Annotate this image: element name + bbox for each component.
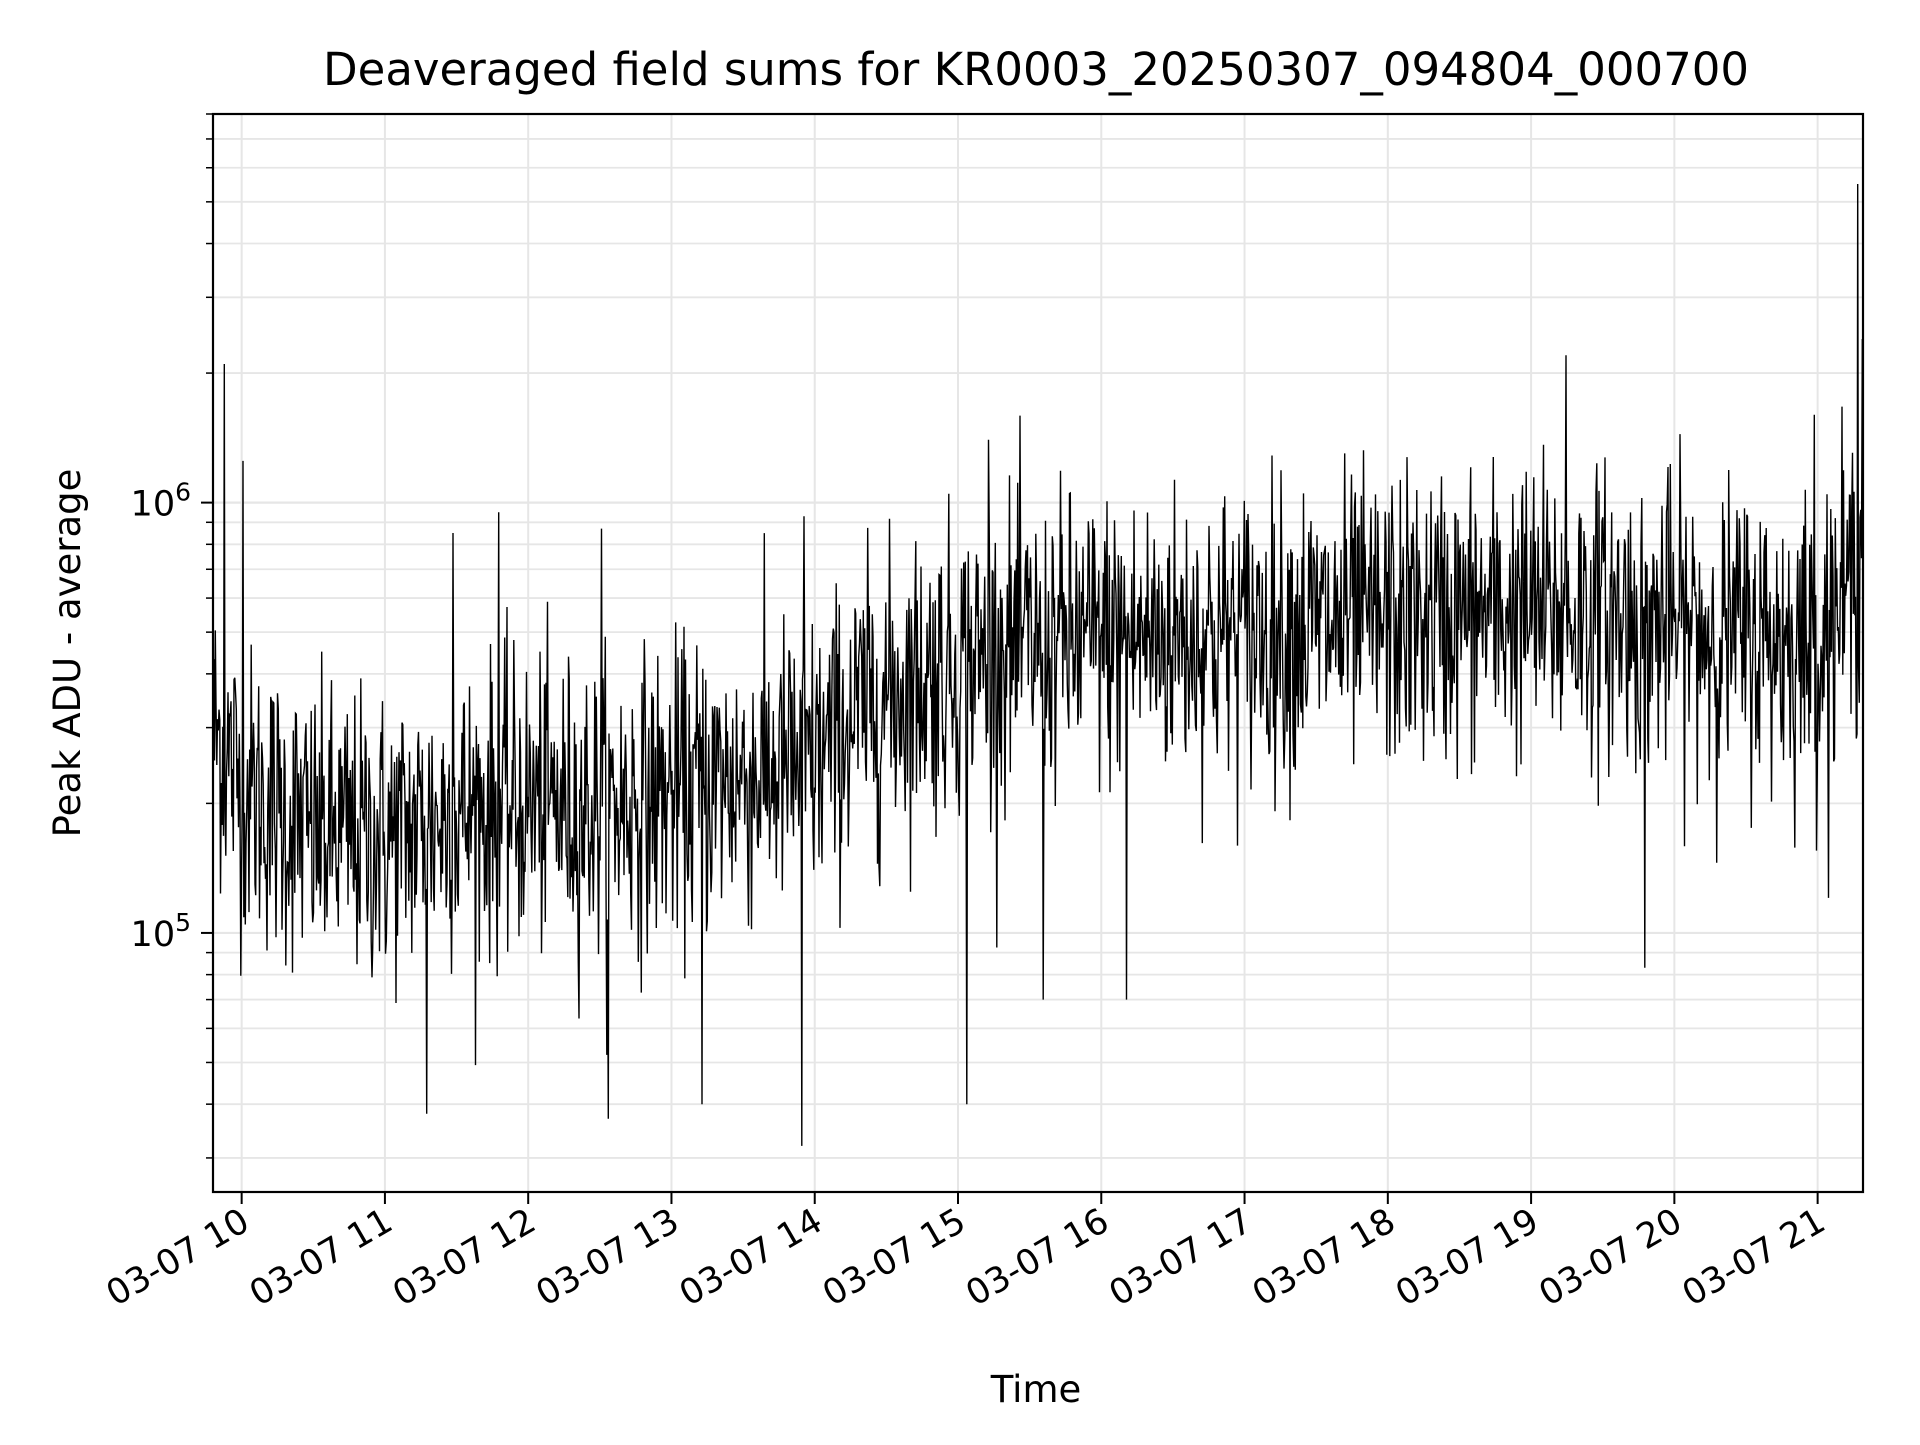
- y-tick-label: 106: [131, 478, 191, 525]
- y-axis: 105 106: [131, 113, 213, 1159]
- y-axis-label: Peak ADU - average: [46, 469, 89, 838]
- plot-area: [212, 183, 1864, 1146]
- plot-frame: [211, 112, 1865, 1194]
- series-line: [212, 183, 1864, 1146]
- y-tick-label: 105: [131, 908, 191, 955]
- chart-title: Deaveraged field sums for KR0003_2025030…: [323, 43, 1749, 96]
- x-axis-label: Time: [990, 1368, 1082, 1411]
